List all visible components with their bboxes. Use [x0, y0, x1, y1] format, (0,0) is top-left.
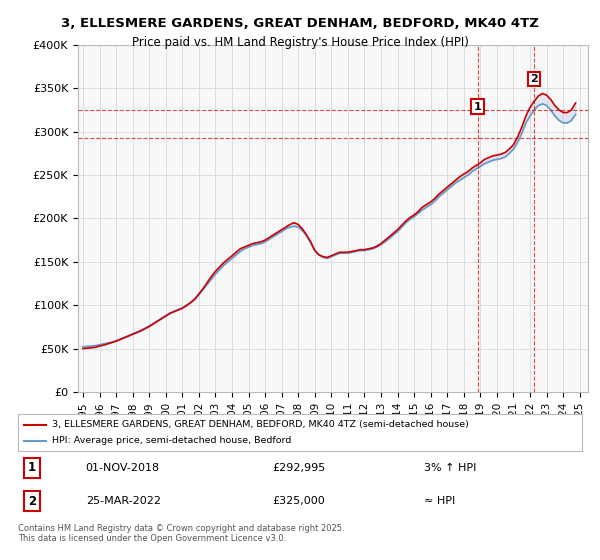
Text: 25-MAR-2022: 25-MAR-2022	[86, 496, 161, 506]
Text: ≈ HPI: ≈ HPI	[424, 496, 455, 506]
Text: 3, ELLESMERE GARDENS, GREAT DENHAM, BEDFORD, MK40 4TZ (semi-detached house): 3, ELLESMERE GARDENS, GREAT DENHAM, BEDF…	[52, 420, 469, 429]
Text: 3% ↑ HPI: 3% ↑ HPI	[424, 463, 476, 473]
Text: Price paid vs. HM Land Registry's House Price Index (HPI): Price paid vs. HM Land Registry's House …	[131, 36, 469, 49]
Text: 1: 1	[473, 102, 481, 111]
Text: 01-NOV-2018: 01-NOV-2018	[86, 463, 160, 473]
Text: £325,000: £325,000	[272, 496, 325, 506]
Text: 2: 2	[28, 494, 36, 508]
Text: £292,995: £292,995	[272, 463, 325, 473]
Text: 1: 1	[28, 461, 36, 474]
Text: 2: 2	[530, 74, 538, 84]
Text: 3, ELLESMERE GARDENS, GREAT DENHAM, BEDFORD, MK40 4TZ: 3, ELLESMERE GARDENS, GREAT DENHAM, BEDF…	[61, 17, 539, 30]
Text: Contains HM Land Registry data © Crown copyright and database right 2025.
This d: Contains HM Land Registry data © Crown c…	[18, 524, 344, 543]
Text: HPI: Average price, semi-detached house, Bedford: HPI: Average price, semi-detached house,…	[52, 436, 291, 445]
